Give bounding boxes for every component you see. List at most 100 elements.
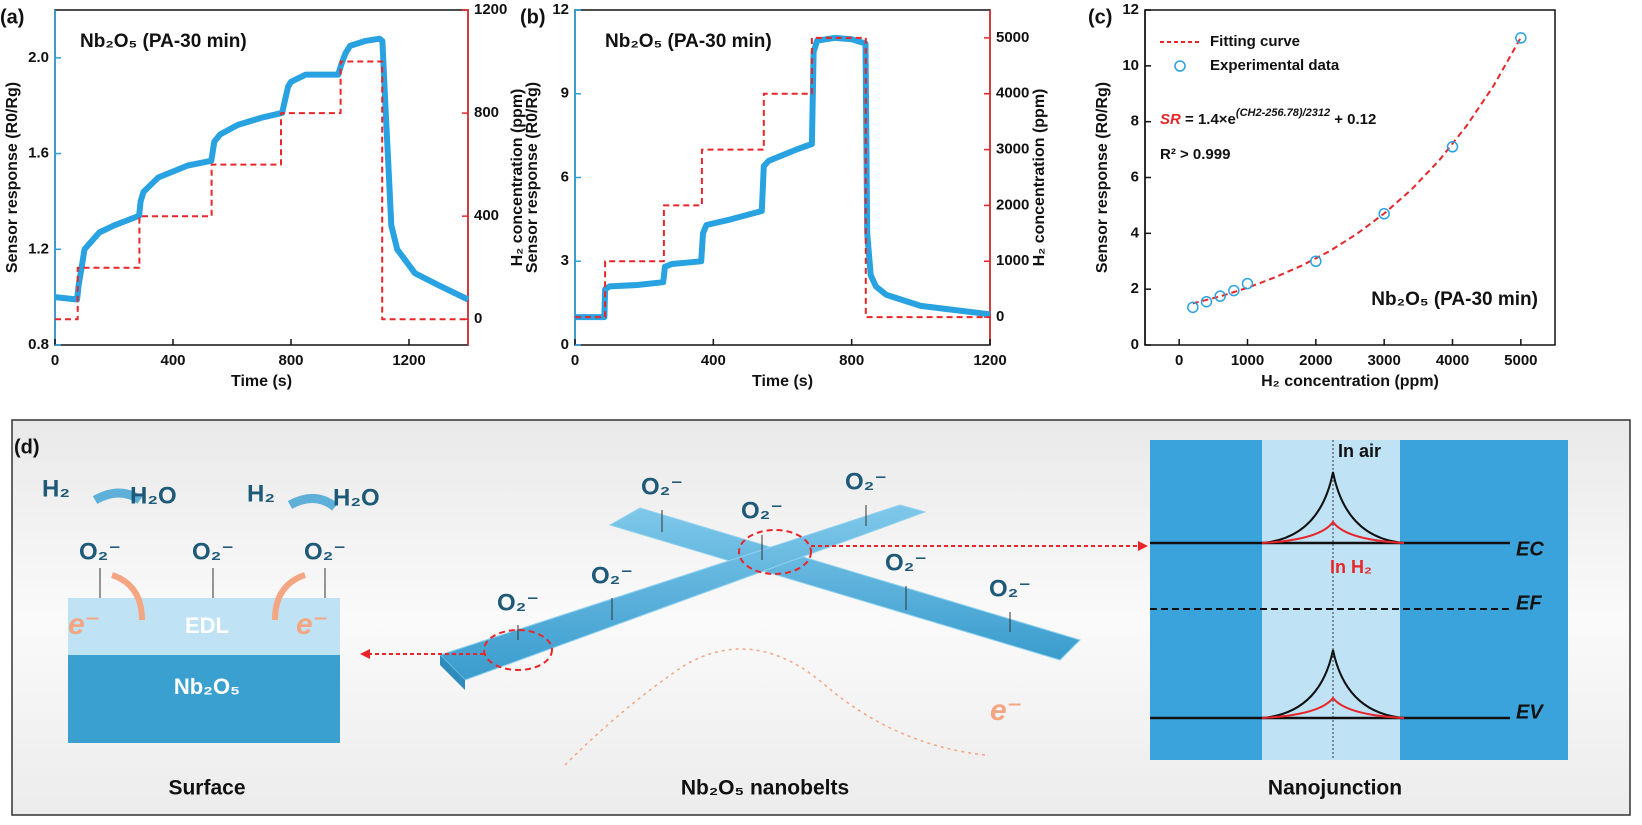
x-tick-label: 1200: [973, 352, 1006, 369]
diagram: (d) H₂ H₂O H₂ H₂O O₂⁻ O₂⁻ O₂⁻ e⁻ e⁻ EDL …: [11, 419, 1631, 816]
y2-tick-label: 4000: [996, 85, 1029, 102]
plot-frame: [574, 9, 991, 346]
panel-label: (a): [0, 6, 24, 28]
reactant: H₂: [42, 475, 70, 502]
layer-label: EDL: [185, 613, 229, 638]
adsorbate: O₂⁻: [497, 589, 539, 616]
y-tick-label: 2: [1131, 280, 1139, 297]
series-line: [575, 36, 990, 319]
reaction-arrow: [92, 488, 143, 505]
series-line: [54, 35, 470, 303]
equation: SR = 1.4×e(CH2-256.78)/2312 + 0.12: [1160, 107, 1376, 128]
x-tick-label: 400: [701, 352, 726, 369]
data-point: [1515, 32, 1527, 44]
y-tick-label: 0: [1131, 336, 1139, 353]
y-tick-label: 0.8: [28, 336, 49, 353]
legend-label: Fitting curve: [1210, 33, 1300, 50]
adsorbate: O₂⁻: [591, 562, 633, 589]
y2-tick-label: 400: [474, 207, 499, 224]
y-axis-title: Sensor response (R0/Rg): [524, 82, 541, 273]
y-tick-label: 4: [1131, 224, 1140, 241]
adsorbate: O₂⁻: [845, 468, 887, 495]
layer-label: Nb₂O₅: [174, 674, 240, 699]
legend-swatch: [1174, 60, 1186, 72]
equation-lhs: SR: [1160, 111, 1181, 128]
nanobelt-edge: [440, 655, 465, 690]
electron-path: [564, 648, 986, 766]
x-tick-label: 1000: [1231, 352, 1264, 369]
y2-tick-label: 1000: [996, 252, 1029, 269]
electron-arrow: [272, 572, 307, 621]
barrier-h2: [1261, 696, 1405, 719]
fit-quality: R² > 0.999: [1160, 146, 1230, 163]
adsorbate: O₂⁻: [989, 575, 1031, 602]
barrier-air: [1261, 649, 1405, 719]
barrier-h2: [1261, 520, 1405, 544]
data-point: [1214, 290, 1226, 302]
x-tick-label: 0: [1175, 352, 1183, 369]
adsorbate: O₂⁻: [192, 538, 234, 565]
data-point: [1446, 141, 1459, 153]
arrow-head: [1138, 541, 1148, 551]
y2-tick-label: 5000: [996, 29, 1029, 46]
y-axis-title: Sensor response (R0/Rg): [1094, 82, 1111, 273]
highlight: [738, 529, 812, 575]
adsorbate: O₂⁻: [304, 538, 346, 565]
data-point: [1228, 284, 1240, 297]
y2-tick-label: 2000: [996, 196, 1029, 213]
equation-base: = 1.4×e: [1181, 111, 1236, 128]
barrier-air: [1261, 471, 1405, 544]
panel-label: (c): [1088, 6, 1112, 28]
data-point: [1241, 277, 1254, 290]
data-point: [1187, 301, 1199, 314]
series-line: [55, 60, 468, 321]
annotation: Nb₂O₅ (PA-30 min): [80, 31, 247, 52]
y-axis-title: Sensor response (R0/Rg): [4, 82, 21, 273]
y-tick-label: 9: [561, 85, 569, 102]
reaction-arrow: [287, 494, 338, 511]
x-tick-label: 4000: [1436, 352, 1469, 369]
product: H₂O: [333, 484, 380, 511]
data-point: [1310, 255, 1322, 267]
state-label: In H₂: [1330, 557, 1372, 577]
x-tick-label: 800: [278, 352, 303, 369]
electron: e⁻: [990, 694, 1023, 727]
caption: Nb₂O₅ nanobelts: [681, 777, 849, 800]
state-label: In air: [1338, 441, 1381, 461]
bonds: [517, 505, 1011, 640]
y-tick-label: 6: [561, 168, 569, 185]
level-label: EV: [1516, 701, 1544, 723]
y-tick-label: 12: [1122, 1, 1139, 18]
panel-label: (d): [14, 436, 40, 458]
adsorbate: O₂⁻: [641, 473, 683, 500]
data-point: [1200, 295, 1213, 308]
plot-frame: [54, 9, 469, 346]
nanobelt: [608, 507, 1081, 661]
annotation: Nb₂O₅ (PA-30 min): [605, 31, 772, 52]
y-tick-label: 3: [561, 252, 569, 269]
y2-tick-label: 800: [474, 104, 499, 121]
y-tick-label: 12: [552, 1, 569, 18]
y-tick-label: 0: [561, 336, 569, 353]
y-tick-label: 10: [1122, 57, 1139, 74]
x-axis-title: Time (s): [231, 373, 292, 390]
x-tick-label: 1200: [392, 352, 425, 369]
adsorbate: O₂⁻: [885, 549, 927, 576]
x-tick-label: 400: [160, 352, 185, 369]
x-tick-label: 2000: [1299, 352, 1332, 369]
adsorbate: O₂⁻: [79, 538, 121, 565]
level-label: EF: [1516, 592, 1542, 614]
equation-tail: + 0.12: [1330, 111, 1376, 128]
y-tick-label: 1.2: [28, 240, 49, 257]
edl-layer: [68, 598, 340, 655]
electron-arrow: [110, 572, 145, 621]
y-tick-label: 2.0: [28, 49, 49, 66]
electron: e⁻: [296, 608, 329, 641]
x-axis-title: H₂ concentration (ppm): [1261, 373, 1439, 390]
panel-label: (b): [520, 6, 546, 28]
y-tick-label: 6: [1131, 168, 1139, 185]
y2-axis-title: H₂ concentration (ppm): [509, 89, 526, 267]
electron: e⁻: [68, 608, 101, 641]
annotation: Nb₂O₅ (PA-30 min): [1371, 289, 1538, 310]
